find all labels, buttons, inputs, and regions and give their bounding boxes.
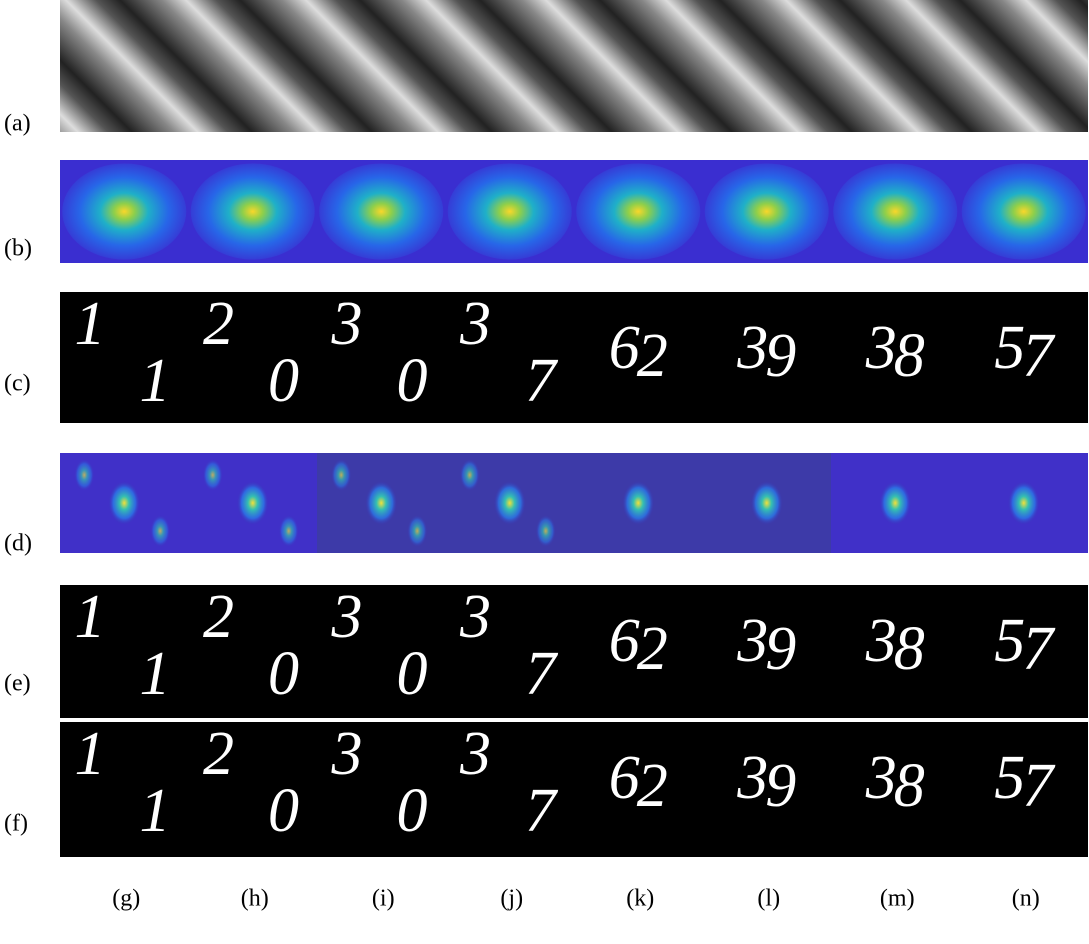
digit: 3 [331, 720, 363, 788]
digit: 0 [268, 347, 299, 415]
column-label: (n) [1012, 886, 1040, 912]
digit: 2 [203, 720, 234, 788]
corr-side [331, 459, 351, 491]
corr-side [203, 459, 223, 491]
tiles: 1111112020203030303737376262623939393838… [60, 160, 1088, 857]
digit: 3 [459, 290, 491, 358]
psf-blob [576, 164, 700, 260]
digit: 8 [894, 615, 925, 683]
digit: 1 [75, 583, 106, 651]
column-label: (l) [757, 886, 780, 912]
digit: 3 [459, 583, 491, 651]
digit: 1 [75, 290, 106, 358]
psf-blob [705, 164, 829, 260]
digit: 7 [1022, 615, 1056, 683]
psf-blob [191, 164, 315, 260]
psf-blob [62, 164, 186, 260]
digit: 0 [397, 347, 428, 415]
digit: 2 [203, 290, 234, 358]
digit: 9 [765, 322, 796, 390]
digit: 5 [994, 607, 1025, 675]
digit: 3 [331, 583, 363, 651]
column-label: (g) [112, 886, 140, 912]
corr-side [460, 459, 480, 491]
digit: 2 [637, 322, 668, 390]
digit: 9 [765, 752, 796, 820]
corr-peak [108, 481, 140, 525]
psf-blob [962, 164, 1086, 260]
row-label: (f) [4, 811, 28, 837]
corr-peak [1008, 481, 1040, 525]
digit: 3 [865, 314, 897, 382]
digit: 7 [1022, 322, 1056, 390]
digit: 7 [525, 777, 559, 845]
row-label: (b) [4, 236, 32, 262]
digit: 1 [75, 720, 106, 788]
digit: 3 [736, 607, 768, 675]
psf-blob [833, 164, 957, 260]
digit: 0 [397, 640, 428, 708]
digit: 6 [609, 744, 640, 812]
digit: 3 [736, 744, 768, 812]
corr-side [150, 515, 170, 547]
row-label: (e) [4, 671, 31, 697]
digit: 2 [637, 752, 668, 820]
digit: 0 [268, 640, 299, 708]
corr-side [536, 515, 556, 547]
digit: 1 [140, 640, 171, 708]
column-label: (j) [500, 886, 523, 912]
corr-peak [751, 481, 783, 525]
row-label: (a) [4, 111, 31, 137]
digit: 7 [525, 347, 559, 415]
speckle-strip [60, 0, 1088, 132]
corr-peak [879, 481, 911, 525]
digit: 6 [609, 314, 640, 382]
row-label: (c) [4, 371, 31, 397]
digit: 3 [736, 314, 768, 382]
corr-peak [622, 481, 654, 525]
corr-peak [494, 481, 526, 525]
digit: 2 [637, 615, 668, 683]
digit: 2 [203, 583, 234, 651]
digit: 6 [609, 607, 640, 675]
psf-blob [319, 164, 443, 260]
digit: 0 [397, 777, 428, 845]
row-label: (d) [4, 531, 32, 557]
digit: 3 [865, 744, 897, 812]
digit: 9 [765, 615, 796, 683]
figure: 1111112020203030303737376262623939393838… [0, 0, 1089, 944]
digit: 3 [331, 290, 363, 358]
column-label: (k) [626, 886, 654, 912]
digit: 5 [994, 314, 1025, 382]
digit: 0 [268, 777, 299, 845]
digit: 1 [140, 777, 171, 845]
psf-blob [448, 164, 572, 260]
column-label: (m) [880, 886, 915, 912]
corr-side [74, 459, 94, 491]
corr-side [279, 515, 299, 547]
digit: 3 [865, 607, 897, 675]
column-label: (i) [372, 886, 395, 912]
digit: 7 [525, 640, 559, 708]
digit: 3 [459, 720, 491, 788]
corr-peak [365, 481, 397, 525]
digit: 1 [140, 347, 171, 415]
digit: 8 [894, 322, 925, 390]
digit: 5 [994, 744, 1025, 812]
corr-side [407, 515, 427, 547]
column-label: (h) [241, 886, 269, 912]
digit: 8 [894, 752, 925, 820]
corr-peak [237, 481, 269, 525]
digit: 7 [1022, 752, 1056, 820]
